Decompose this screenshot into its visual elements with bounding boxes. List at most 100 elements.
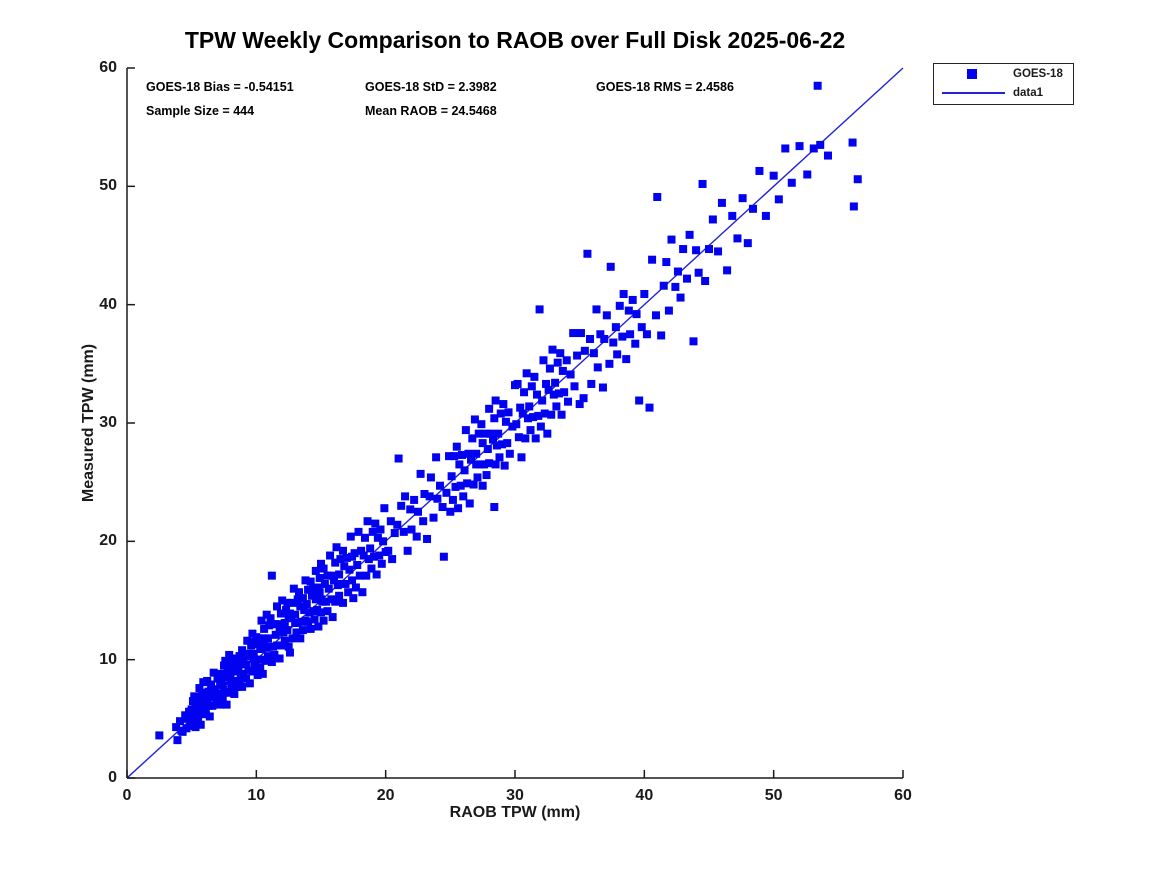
legend-marker-icon — [967, 69, 977, 79]
scatter-point — [479, 460, 488, 469]
scatter-point — [341, 579, 350, 588]
scatter-point — [346, 532, 355, 541]
scatter-point — [445, 452, 454, 461]
scatter-point — [302, 600, 311, 609]
scatter-point — [592, 305, 601, 314]
scatter-point — [357, 546, 366, 555]
scatter-point — [358, 588, 367, 597]
scatter-point — [235, 652, 244, 661]
scatter-point — [370, 552, 379, 561]
y-tick-label: 50 — [99, 177, 117, 195]
scatter-point — [331, 597, 340, 606]
scatter-point — [446, 507, 455, 516]
scatter-point — [457, 450, 466, 459]
scatter-point — [542, 379, 551, 388]
scatter-point — [698, 179, 707, 188]
scatter-point — [265, 621, 274, 630]
scatter-point — [322, 597, 331, 606]
scatter-point — [289, 584, 298, 593]
scatter-point — [536, 422, 545, 431]
scatter-point — [535, 305, 544, 314]
scatter-point — [425, 492, 434, 501]
scatter-point — [624, 306, 633, 315]
scatter-point — [432, 453, 441, 462]
scatter-point — [275, 654, 284, 663]
scatter-point — [781, 144, 790, 153]
scatter-point — [622, 355, 631, 364]
scatter-point — [562, 356, 571, 365]
scatter-point — [816, 140, 825, 149]
x-tick-label: 20 — [376, 787, 395, 804]
scatter-point — [454, 504, 463, 513]
scatter-point — [386, 517, 395, 526]
scatter-point — [463, 479, 472, 488]
scatter-point — [232, 682, 241, 691]
scatter-point — [317, 608, 325, 617]
scatter-point — [714, 247, 723, 256]
scatter-point — [848, 138, 857, 147]
scatter-point — [260, 624, 269, 633]
scatter-point — [401, 492, 410, 501]
scatter-point — [273, 602, 282, 611]
scatter-point — [355, 571, 364, 580]
scatter-point — [512, 420, 521, 429]
scatter-point — [284, 642, 293, 651]
scatter-point — [544, 385, 553, 394]
scatter-point — [338, 598, 347, 607]
scatter-point — [319, 564, 328, 573]
scatter-point — [442, 488, 451, 497]
scatter-point — [653, 192, 662, 201]
scatter-point — [218, 694, 227, 703]
scatter-point — [532, 390, 541, 399]
y-tick-label: 60 — [99, 59, 117, 76]
scatter-point — [362, 571, 371, 580]
scatter-point — [501, 417, 510, 426]
scatter-point — [261, 656, 270, 665]
scatter-point — [692, 246, 701, 255]
scatter-point — [526, 426, 535, 435]
scatter-point — [296, 634, 305, 643]
scatter-point — [774, 195, 783, 204]
scatter-point — [218, 681, 227, 690]
scatter-point — [172, 723, 181, 732]
scatter-point — [482, 471, 491, 480]
scatter-point — [477, 420, 486, 429]
scatter-point — [485, 459, 494, 468]
scatter-point — [213, 689, 222, 698]
scatter-point — [694, 268, 703, 277]
scatter-point — [336, 555, 345, 564]
scatter-point — [326, 551, 335, 560]
scatter-point — [529, 413, 538, 422]
y-tick-label: 30 — [99, 414, 117, 431]
scatter-point — [455, 460, 464, 469]
scatter-point — [384, 546, 393, 555]
scatter-point — [274, 620, 283, 629]
scatter-point — [787, 178, 796, 187]
scatter-point — [232, 658, 241, 667]
x-tick-label: 40 — [635, 787, 654, 804]
scatter-point — [468, 434, 477, 443]
scatter-point — [335, 591, 344, 600]
scatter-point — [230, 689, 239, 698]
scatter-point — [256, 645, 265, 654]
scatter-point — [311, 566, 320, 575]
scatter-point — [631, 339, 640, 348]
scatter-point — [245, 679, 254, 688]
scatter-point — [412, 532, 421, 541]
scatter-point — [564, 397, 573, 406]
scatter-point — [283, 598, 292, 607]
scatter-point — [278, 641, 287, 650]
scatter-point — [190, 692, 199, 701]
scatter-point — [380, 504, 389, 513]
scatter-point — [433, 494, 442, 503]
scatter-point — [683, 274, 692, 283]
scatter-point — [349, 594, 358, 603]
scatter-point — [288, 634, 297, 643]
scatter-point — [671, 282, 680, 291]
scatter-point — [575, 400, 584, 409]
scatter-point — [505, 449, 514, 458]
scatter-point — [717, 198, 726, 207]
scatter-point — [534, 411, 543, 420]
scatter-point — [448, 495, 457, 504]
